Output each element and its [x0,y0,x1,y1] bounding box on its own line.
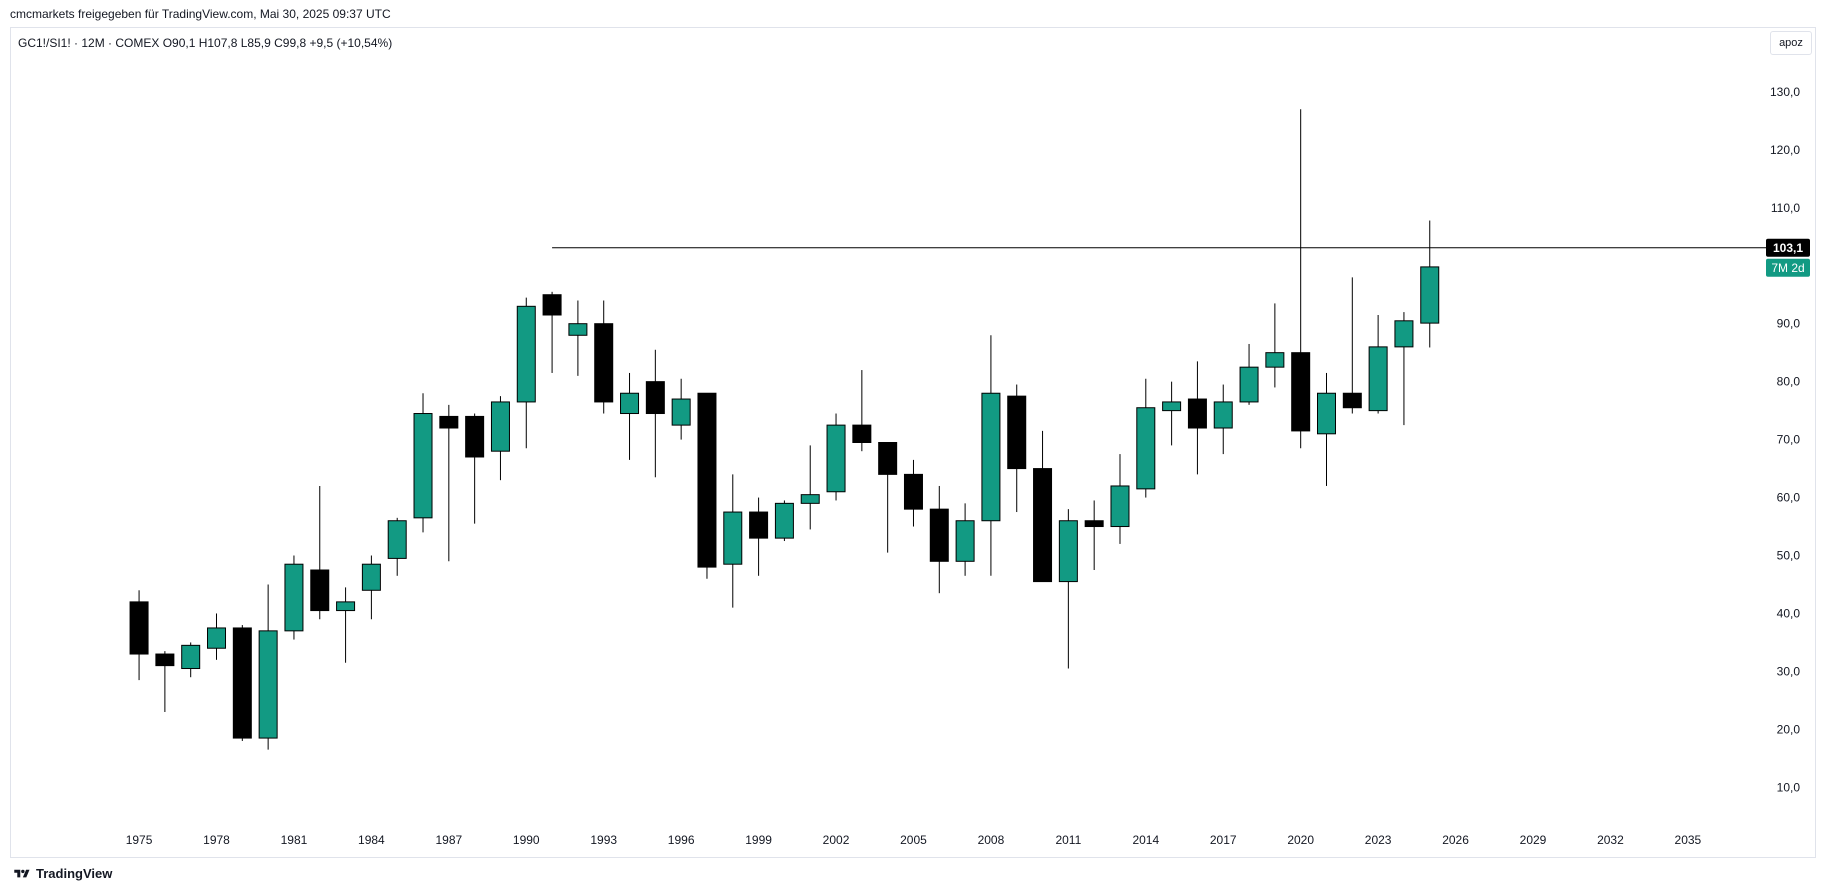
candle-body [284,563,304,632]
chart-panel [10,27,1816,858]
x-tick-label: 1993 [590,833,617,847]
candle-body [1162,401,1182,412]
x-tick-label: 1981 [281,833,308,847]
candle-body [336,601,356,612]
tradingview-logo-icon [14,869,30,877]
y-tick-label: 90,0 [1777,317,1801,331]
x-tick-label: 2017 [1210,833,1237,847]
candle-body [413,413,433,519]
bar-countdown-label: 7M 2d [1771,261,1804,275]
x-tick-label: 2035 [1675,833,1702,847]
x-tick-label: 2029 [1520,833,1547,847]
candle-body [490,401,510,452]
symbol-legend: GC1!/SI1! · 12M · COMEX O90,1 H107,8 L85… [18,36,393,50]
candle-body [723,511,743,565]
x-tick-label: 2002 [823,833,850,847]
candle-body [981,392,1001,522]
candle-body [129,601,149,655]
candle-body [465,415,485,458]
candle-body [929,508,949,562]
y-tick-label: 50,0 [1777,549,1801,563]
candle-body [1291,352,1311,432]
tradingview-branding: TradingView [12,866,112,881]
candle-body [671,398,691,426]
x-tick-label: 2023 [1365,833,1392,847]
candle-body [645,381,665,415]
candle-body [310,569,330,612]
x-tick-label: 1978 [203,833,230,847]
candle-body [258,630,278,739]
candle-body [594,323,614,403]
candle-body [1110,485,1130,528]
candle-body [1187,398,1207,429]
candle-body [774,502,794,539]
candle-body [749,511,769,539]
candle-body [1007,395,1027,470]
x-tick-label: 2020 [1287,833,1314,847]
candle-body [852,424,872,444]
candle-body [1136,407,1156,490]
y-tick-label: 70,0 [1777,433,1801,447]
candle-body [232,627,252,739]
y-tick-label: 20,0 [1777,722,1801,736]
candle-body [1265,352,1285,368]
candle-body [878,442,898,475]
candle-body [800,494,820,504]
candle-body [826,424,846,493]
x-tick-label: 2026 [1442,833,1469,847]
candle-body [207,627,227,649]
y-tick-label: 80,0 [1777,375,1801,389]
candle-body [1368,346,1388,412]
candle-body [568,323,588,336]
candle-body [1394,320,1414,348]
bar-countdown-badge [1766,258,1810,277]
candle-body [1058,520,1078,583]
share-header: cmcmarkets freigegeben für TradingView.c… [10,7,391,21]
candle-body [516,305,536,403]
candle-body [1084,520,1104,528]
candle-body [903,473,923,510]
candle-body [1316,392,1336,435]
x-tick-label: 1990 [513,833,540,847]
auto-scale-button[interactable]: apoz [1770,31,1812,55]
horizontal-line-price-badge [1766,238,1810,257]
candle-body [155,653,175,667]
y-tick-label: 60,0 [1777,491,1801,505]
y-tick-label: 130,0 [1770,85,1800,99]
candle-body [1342,392,1362,409]
y-tick-label: 120,0 [1770,143,1800,157]
horizontal-line-price-label: 103,1 [1773,241,1803,255]
candle-body [542,294,562,316]
candle-body [1239,366,1259,403]
candle-body [181,644,201,670]
candle-body [955,520,975,562]
candle-body [439,415,459,429]
candle-body [387,520,407,559]
y-tick-label: 110,0 [1771,201,1800,215]
x-tick-label: 1975 [126,833,153,847]
y-tick-label: 10,0 [1777,780,1801,794]
candle-body [1213,401,1233,429]
tradingview-logo-text: TradingView [36,866,113,881]
candle-body [1420,266,1440,324]
candle-body [361,563,381,591]
y-tick-label: 30,0 [1777,664,1801,678]
x-tick-label: 1987 [435,833,462,847]
x-tick-label: 2011 [1055,833,1081,847]
x-tick-label: 1999 [745,833,772,847]
x-tick-label: 2032 [1597,833,1624,847]
x-tick-label: 1984 [358,833,385,847]
y-tick-label: 40,0 [1777,606,1801,620]
x-tick-label: 2014 [1132,833,1159,847]
candle-body [697,392,717,568]
candle-body [1033,468,1053,583]
x-tick-label: 1996 [668,833,695,847]
x-tick-label: 2008 [978,833,1005,847]
x-tick-label: 2005 [900,833,927,847]
candle-body [620,392,640,415]
